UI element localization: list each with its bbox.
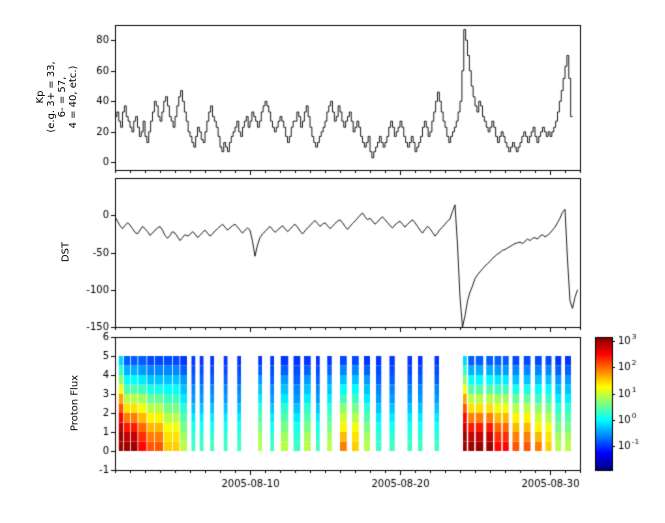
dst-panel	[80, 171, 585, 334]
proton-flux-axis-label: Proton Flux	[69, 374, 81, 432]
proton-flux-panel	[80, 330, 585, 498]
colorbar	[588, 330, 664, 490]
kp-axis-label: Kp (e.g. 3+ = 33, 6- = 57, 4 = 40, etc.)	[35, 61, 79, 133]
kp-panel	[80, 18, 585, 176]
dst-axis-label: DST	[60, 241, 72, 263]
